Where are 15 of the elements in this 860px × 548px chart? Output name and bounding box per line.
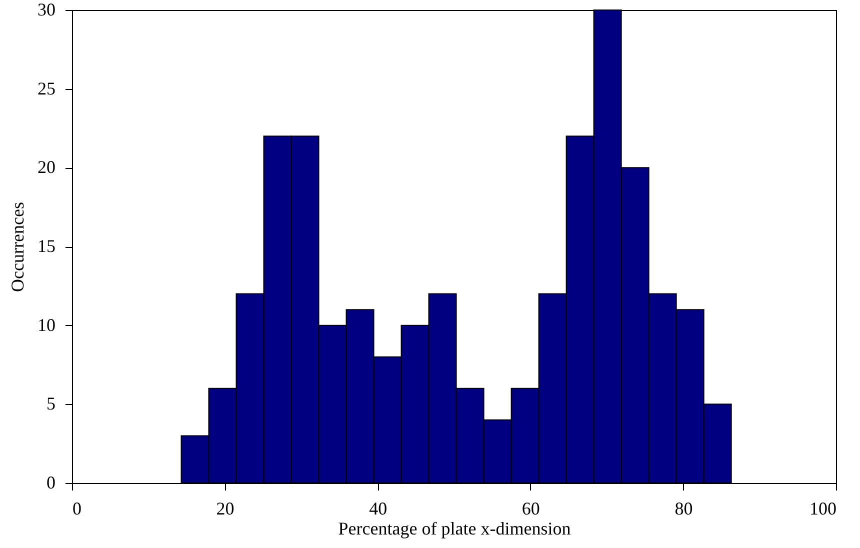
x-tick-label: 0 [72, 498, 82, 518]
y-tick-label: 20 [38, 157, 56, 178]
y-tick-label: 25 [38, 78, 56, 98]
x-tick-label: 60 [522, 498, 540, 518]
y-tick-label: 10 [38, 314, 56, 335]
x-axis-title: Percentage of plate x-dimension [338, 518, 571, 538]
y-tick-label: 5 [46, 394, 56, 414]
y-tick-label: 15 [38, 236, 56, 256]
x-tick-label: 100 [810, 498, 836, 518]
x-tick-label: 80 [674, 498, 693, 518]
y-tick-label: 30 [38, 0, 56, 20]
y-tick-label: 0 [46, 472, 56, 492]
y-axis-title: Occurrences [8, 202, 28, 292]
x-tick-label: 20 [216, 498, 234, 518]
x-tick-label: 40 [369, 498, 388, 518]
